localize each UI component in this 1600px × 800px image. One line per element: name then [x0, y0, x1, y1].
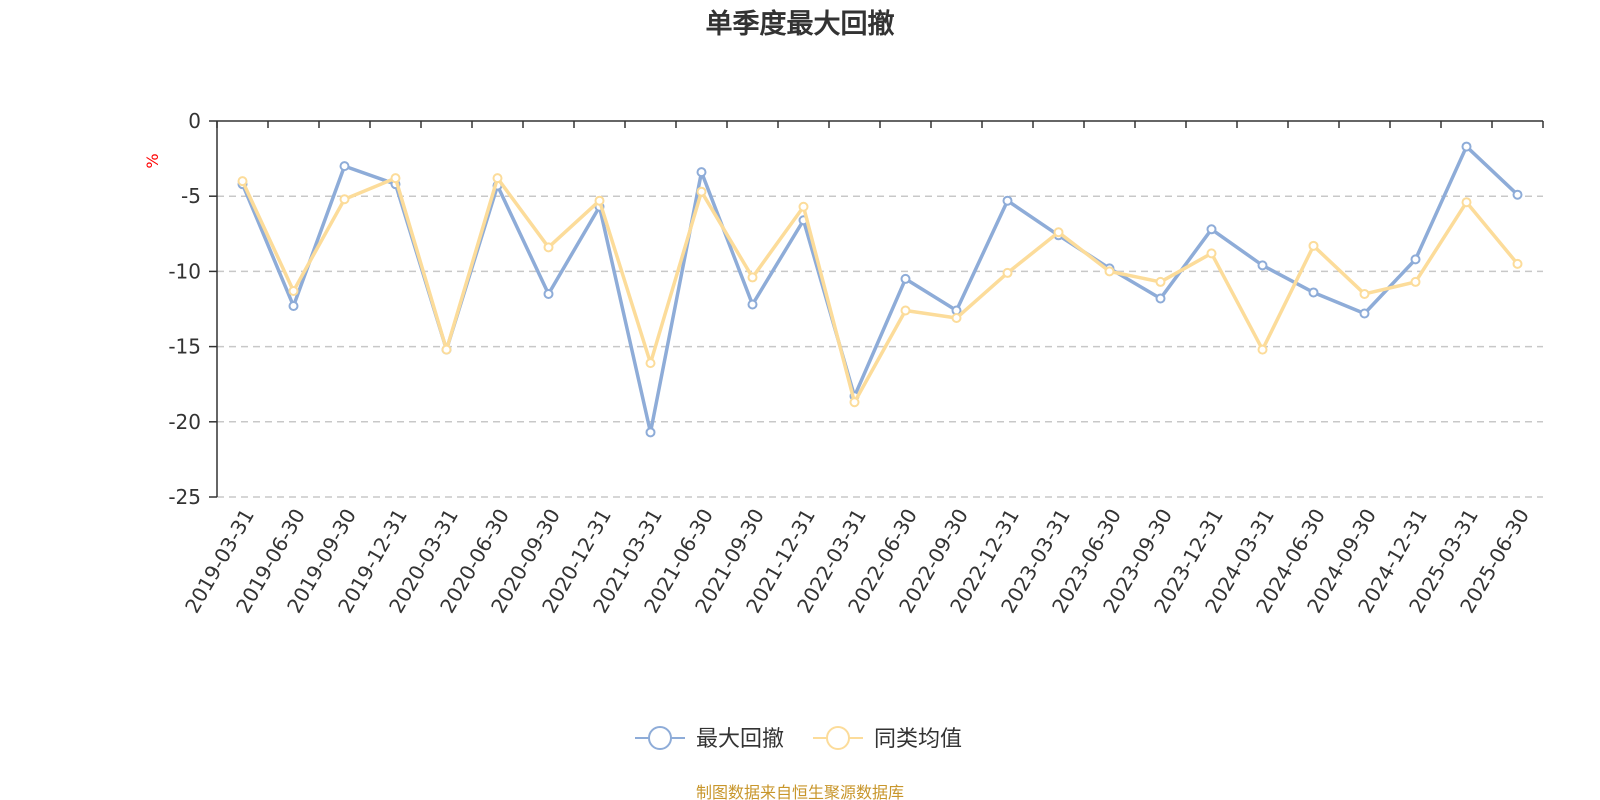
data-source-note: 制图数据来自恒生聚源数据库: [696, 783, 904, 800]
data-point: [1308, 287, 1319, 298]
legend-item-peer-average[interactable]: 同类均值: [813, 726, 962, 752]
data-point: [288, 285, 299, 296]
data-point: [645, 427, 656, 438]
data-point: [339, 161, 350, 172]
data-point: [441, 344, 452, 355]
data-point: [1206, 224, 1217, 235]
y-tick-label: -20: [168, 410, 201, 434]
data-point: [543, 242, 554, 253]
data-point: [1410, 276, 1421, 287]
data-point: [1206, 248, 1217, 259]
data-point: [339, 194, 350, 205]
y-tick-label: -25: [168, 485, 201, 509]
data-point: [747, 299, 758, 310]
data-point: [951, 313, 962, 324]
data-point: [900, 305, 911, 316]
data-point: [696, 186, 707, 197]
series-line: [240, 144, 1519, 435]
grid-lines: [217, 195, 1543, 498]
legend-label: 最大回撤: [696, 727, 784, 752]
data-point: [900, 273, 911, 284]
data-point: [1257, 260, 1268, 271]
data-point: [849, 397, 860, 408]
y-tick-label: -10: [168, 259, 201, 283]
data-point: [1512, 189, 1523, 200]
data-point: [1002, 267, 1013, 278]
data-point: [543, 288, 554, 299]
data-point: [1257, 344, 1268, 355]
data-point: [594, 195, 605, 206]
data-point: [1002, 195, 1013, 206]
y-tick-label: 0: [188, 109, 201, 133]
legend[interactable]: 最大回撤 同类均值: [635, 726, 962, 752]
data-point: [1359, 288, 1370, 299]
data-point: [798, 201, 809, 212]
data-point: [288, 300, 299, 311]
data-point: [1308, 240, 1319, 251]
y-tick-labels: 0 -5 -10 -15 -20 -25: [168, 109, 201, 509]
x-tick-labels: 2019-03-312019-06-302019-09-302019-12-31…: [180, 505, 1534, 618]
series-2: [237, 173, 1523, 408]
data-point: [747, 272, 758, 283]
data-point: [1104, 266, 1115, 277]
data-point: [1461, 141, 1472, 152]
series-line: [240, 176, 1519, 404]
series-group: [237, 141, 1523, 438]
legend-marker: [648, 726, 672, 750]
data-point: [390, 173, 401, 184]
data-point: [645, 358, 656, 369]
legend-marker: [826, 726, 850, 750]
data-point: [1155, 276, 1166, 287]
series-1: [237, 141, 1523, 438]
legend-item-max-drawdown[interactable]: 最大回撤: [635, 726, 784, 752]
data-point: [1155, 293, 1166, 304]
data-point: [237, 176, 248, 187]
data-point: [1359, 308, 1370, 319]
chart-title: 单季度最大回撤: [706, 8, 895, 40]
y-axis-unit: %: [143, 153, 162, 168]
data-point: [1410, 254, 1421, 265]
legend-label: 同类均值: [874, 727, 962, 752]
data-point: [1512, 258, 1523, 269]
data-point: [696, 167, 707, 178]
axes: [209, 120, 1544, 498]
data-point: [1053, 227, 1064, 238]
data-point: [1461, 197, 1472, 208]
data-point: [492, 173, 503, 184]
y-tick-label: -15: [168, 335, 201, 359]
y-tick-label: -5: [181, 184, 201, 208]
